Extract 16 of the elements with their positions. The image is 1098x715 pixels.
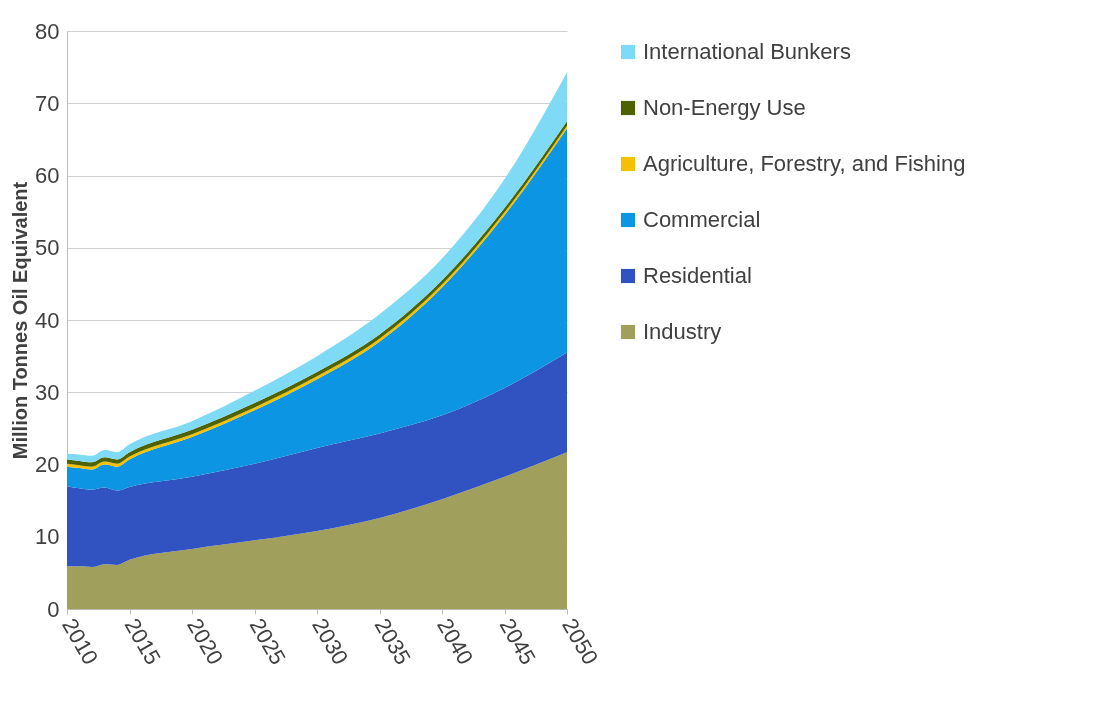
y-tick-label: 80: [35, 18, 60, 44]
y-tick-label: 50: [35, 235, 60, 261]
y-tick-label: 10: [35, 524, 60, 550]
legend-label: International Bunkers: [643, 39, 851, 64]
y-tick-label: 40: [35, 307, 60, 333]
y-tick-label: 30: [35, 379, 60, 405]
legend-label: Agriculture, Forestry, and Fishing: [643, 151, 966, 176]
legend-label: Commercial: [643, 207, 761, 232]
legend-label: Residential: [643, 263, 752, 288]
legend-label: Non-Energy Use: [643, 95, 806, 120]
legend-label: Industry: [643, 319, 722, 344]
y-tick-label: 20: [35, 452, 60, 477]
y-tick-label: 60: [35, 163, 60, 188]
y-axis-title: Million Tonnes Oil Equivalent: [9, 181, 32, 460]
y-tick-label: 0: [47, 596, 60, 622]
y-tick-label: 70: [35, 90, 60, 116]
